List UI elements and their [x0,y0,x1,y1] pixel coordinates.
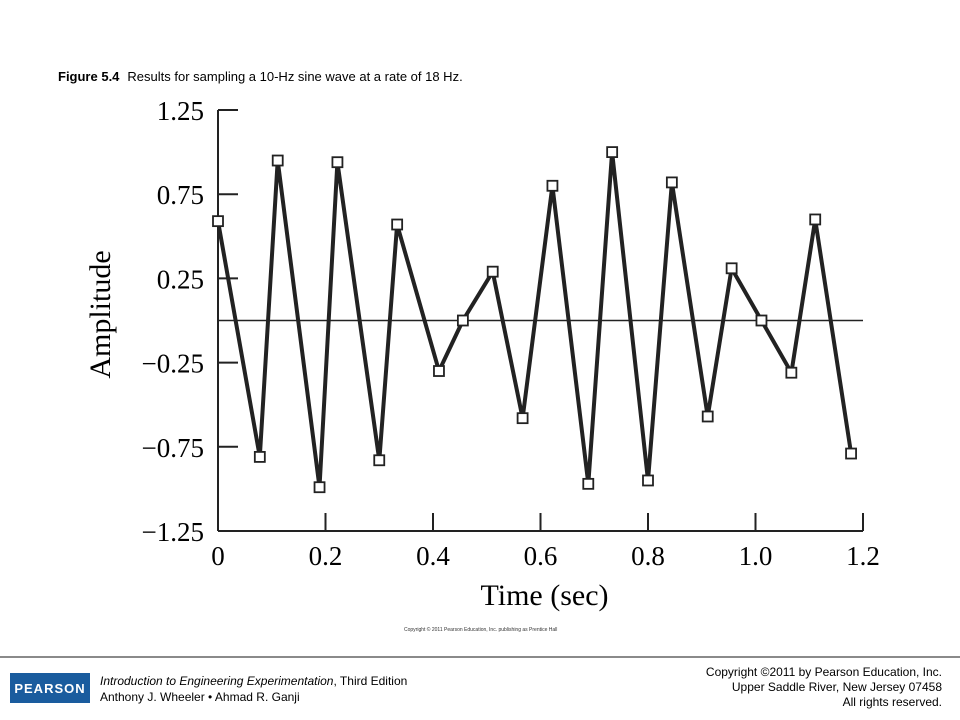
data-point-marker [391,218,404,231]
data-point-marker [516,412,529,425]
chart-axes [217,109,864,532]
data-point-marker [755,314,768,327]
y-tick-label: −1.25 [142,517,204,547]
pearson-logo: PEARSON [10,673,90,703]
data-point-marker [665,176,678,189]
data-point-marker [725,262,738,275]
data-point-marker [606,146,619,159]
data-point-marker [433,365,445,377]
data-point-marker [642,474,654,487]
y-tick-label: −0.25 [142,349,204,379]
data-point-marker [212,215,224,228]
chart-copyright-note: Copyright © 2011 Pearson Education, Inc.… [404,627,558,633]
y-tick-label: −0.75 [142,433,204,463]
x-tick-label: 0.4 [416,541,450,571]
y-tick-label: 0.75 [157,180,204,210]
y-axis-title: Amplitude [84,250,117,378]
data-point-marker [785,366,798,379]
y-tick-label: 1.25 [157,96,204,126]
data-point-marker [373,454,386,467]
figure-caption: Figure 5.4 Results for sampling a 10-Hz s… [58,69,463,84]
data-point-marker [313,481,326,494]
data-point-marker [809,213,822,226]
x-tick-label: 1.2 [846,541,880,571]
data-point-marker [331,156,344,169]
data-point-marker [701,410,714,423]
copyright-line-1: Copyright ©2011 by Pearson Education, In… [705,665,942,679]
x-tick-label: 0.8 [631,541,665,571]
copyright-line-3: All rights reserved. [842,695,942,709]
book-info: Introduction to Engineering Experimentat… [100,673,407,705]
series-line [216,151,854,488]
book-edition: , Third Edition [333,674,408,688]
data-point-marker [845,447,857,460]
book-authors: Anthony J. Wheeler • Ahmad R. Ganji [100,690,300,704]
book-title: Introduction to Engineering Experimentat… [100,674,334,688]
x-tick-label: 0.2 [309,541,343,571]
figure-label: Figure 5.4 [58,69,120,84]
x-tick-label: 0.6 [524,541,558,571]
data-point-marker [456,314,469,327]
data-point-marker [546,179,559,192]
tick-labels: 1.25 0.75 0.25 −0.25 −0.75 −1.250 0.2 0.4 0.6 0.8… [142,96,880,571]
x-tick-label: 0 [211,541,225,571]
line-chart: 1.25 0.75 0.25 −0.25 −0.75 −1.250 0.2 0.4 0.6 0.8… [84,96,880,612]
x-axis-title: Time (sec) [480,579,608,612]
data-point-marker [253,451,266,463]
data-point-marker [486,265,499,278]
data-point-marker [271,154,284,167]
y-tick-label: 0.25 [157,264,204,294]
axis-titles: Time (sec) Amplitude [84,250,609,612]
copyright-line-2: Upper Saddle River, New Jersey 07458 [731,680,942,694]
x-tick-label: 1.0 [739,541,773,571]
figure-caption-text: Results for sampling a 10-Hz sine wave a… [127,69,463,84]
footer-divider [0,656,960,658]
data-point-marker [582,477,595,490]
series-layer [212,146,857,494]
copyright-info: Copyright ©2011 by Pearson Education, In… [706,665,942,710]
